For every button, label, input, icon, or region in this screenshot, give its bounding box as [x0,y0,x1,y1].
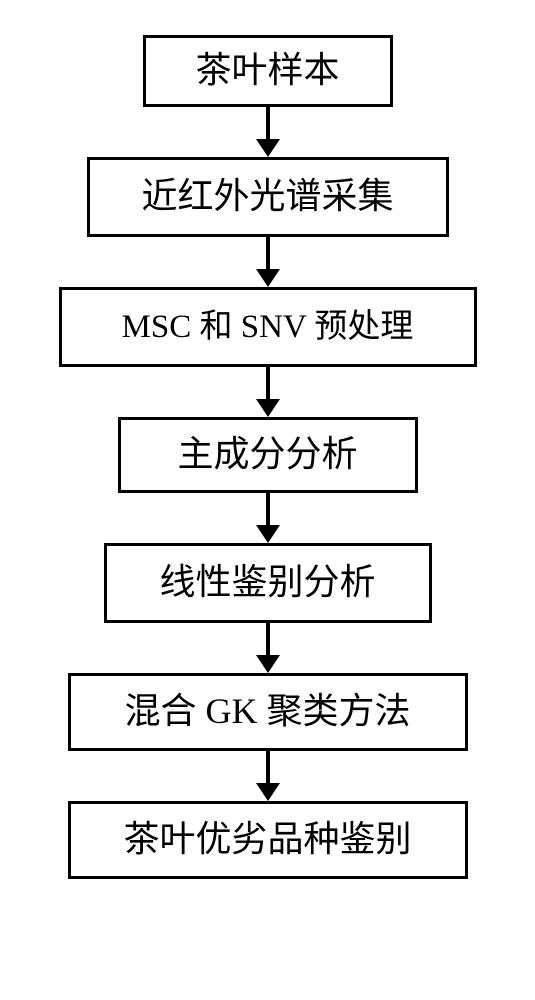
arrow [256,751,280,801]
arrow-line [266,367,270,399]
arrow-line [266,493,270,525]
node-label: 线性鉴别分析 [159,563,375,603]
node-label: 近红外光谱采集 [141,177,393,217]
node-lda: 线性鉴别分析 [104,543,432,623]
arrow [256,493,280,543]
arrow-head [256,655,280,673]
arrow-line [266,237,270,269]
arrow-head [256,139,280,157]
node-label: 茶叶优劣品种鉴别 [123,820,411,860]
arrow [256,367,280,417]
node-label: 茶叶样本 [195,51,339,91]
arrow [256,237,280,287]
node-label: MSC 和 SNV 预处理 [122,309,414,345]
arrow-head [256,269,280,287]
arrow-head [256,399,280,417]
node-label: 主成分分析 [177,435,357,475]
node-label: 混合 GK 聚类方法 [125,692,411,732]
node-tea-sample: 茶叶样本 [143,35,393,107]
node-pca: 主成分分析 [118,417,418,493]
node-tea-quality: 茶叶优劣品种鉴别 [68,801,468,879]
flowchart-container: 茶叶样本 近红外光谱采集 MSC 和 SNV 预处理 主成分分析 线性鉴别分析 … [0,0,535,1000]
arrow [256,107,280,157]
node-msc-snv: MSC 和 SNV 预处理 [59,287,477,367]
arrow-head [256,525,280,543]
arrow-line [266,623,270,655]
arrow-line [266,107,270,139]
arrow [256,623,280,673]
node-nir-collection: 近红外光谱采集 [87,157,449,237]
node-gk-cluster: 混合 GK 聚类方法 [68,673,468,751]
arrow-head [256,783,280,801]
arrow-line [266,751,270,783]
